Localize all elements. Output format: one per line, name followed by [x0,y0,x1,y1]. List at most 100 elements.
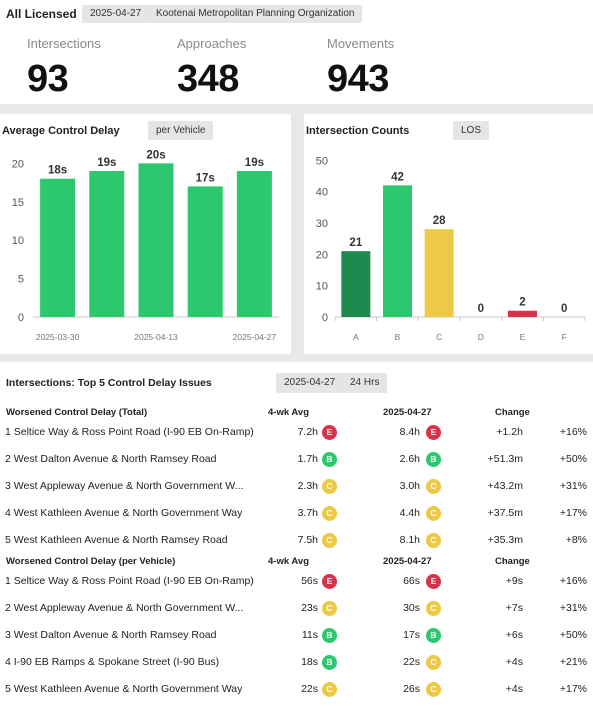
col-header-avg: 4-wk Avg [268,407,310,418]
los-badge: C [322,601,337,616]
date-chip[interactable]: 2025-04-27 [82,5,150,23]
four-week-avg-value: 56s [301,575,318,587]
los-chart-title: Intersection Counts [306,125,410,137]
change-value: +4s [505,656,523,668]
intersection-name: 3 West Appleway Avenue & North Governmen… [5,480,244,492]
x-tick-label: A [353,332,359,342]
issues-date-chip[interactable]: 2025-04-27 [276,373,344,393]
x-tick-label: E [520,332,526,342]
bar-E [508,310,537,317]
intersection-name: 4 I-90 EB Ramps & Spokane Street (I-90 B… [5,656,220,668]
four-week-avg-value: 7.2h [297,426,318,438]
summary-header: All Licensed 2025-04-27 Kootenai Metropo… [0,0,593,104]
current-value: 26s [403,683,420,695]
four-week-avg-value: 1.7h [297,453,318,465]
y-tick-label: 20 [316,249,328,261]
data-label: 21 [349,237,362,249]
change-percent: +50% [559,629,587,641]
four-week-avg-value: 7.5h [297,534,318,546]
bar-2025-04-06 [89,171,125,317]
delay-chart-panel: Average Control Delay per Vehicle 0 5 10 15… [0,114,291,354]
los-badge: C [426,479,441,494]
x-tick-label: C [436,332,442,342]
x-tick-label: F [562,332,567,342]
change-value: +6s [505,629,523,641]
issues-range-chip[interactable]: 24 Hrs [342,373,388,393]
los-toggle[interactable]: LOS [453,121,490,140]
los-badge: B [322,628,337,643]
los-badge: E [322,425,337,440]
table-row[interactable]: 5 West Kathleen Avenue & North Ramsey Ro… [0,527,593,554]
bar-2025-04-20 [187,186,223,317]
los-badge: B [426,452,441,467]
change-percent: +16% [559,426,587,438]
movements-count: 943 [327,58,389,100]
y-tick-label: 0 [18,312,24,324]
data-label: 19s [97,157,116,169]
data-label: 17s [196,172,215,184]
los-badge: C [426,533,441,548]
intersections-count: 93 [27,58,69,100]
change-percent: +21% [559,656,587,668]
current-value: 66s [403,575,420,587]
current-value: 4.4h [399,507,420,519]
change-value: +9s [505,575,523,587]
change-percent: +16% [559,575,587,587]
bar-A [341,251,371,317]
col-header-change: Change [495,407,530,418]
los-badge: E [426,574,441,589]
x-tick-label: D [478,332,484,342]
y-tick-label: 50 [316,155,328,167]
los-badge: B [426,628,441,643]
intersection-name: 5 West Kathleen Avenue & North Ramsey Ro… [5,534,228,546]
change-percent: +31% [559,602,587,614]
los-badge: C [322,682,337,697]
four-week-avg-value: 22s [301,683,318,695]
y-tick-label: 0 [322,312,328,324]
table-row[interactable]: 4 I-90 EB Ramps & Spokane Street (I-90 B… [0,649,593,676]
los-badge: C [426,682,441,697]
y-tick-label: 20 [12,158,24,170]
los-badge: B [322,655,337,670]
per-vehicle-toggle[interactable]: per Vehicle [148,121,214,140]
change-value: +1.2h [496,426,523,438]
table-row[interactable]: 1 Seltice Way & Ross Point Road (I-90 EB… [0,419,593,446]
delay-chart-title: Average Control Delay [2,125,120,137]
change-value: +4s [505,683,523,695]
table-row[interactable]: 5 West Kathleen Avenue & North Governmen… [0,676,593,703]
current-value: 8.1h [399,534,420,546]
scope-title: All Licensed [6,7,77,21]
table-row[interactable]: 3 West Dalton Avenue & North Ramsey Road… [0,622,593,649]
table-row[interactable]: 3 West Appleway Avenue & North Governmen… [0,473,593,500]
data-label: 0 [478,303,484,315]
intersection-name: 5 West Kathleen Avenue & North Governmen… [5,683,243,695]
organization-chip[interactable]: Kootenai Metropolitan Planning Organizat… [148,5,363,23]
data-label: 19s [245,157,264,169]
table-row[interactable]: 4 West Kathleen Avenue & North Governmen… [0,500,593,527]
section-heading: Worsened Control Delay (Total) [6,407,148,418]
col-header-date: 2025-04-27 [383,407,432,418]
data-label: 20s [146,149,165,161]
col-header-change: Change [495,556,530,567]
los-badge: C [322,533,337,548]
los-badge: E [322,574,337,589]
table-row[interactable]: 2 West Dalton Avenue & North Ramsey Road… [0,446,593,473]
data-label: 28 [433,215,446,227]
data-label: 18s [48,165,67,177]
current-value: 22s [403,656,420,668]
change-percent: +31% [559,480,587,492]
bar-B [383,185,412,317]
x-tick-label: 2025-04-13 [134,332,178,342]
four-week-avg-value: 2.3h [297,480,318,492]
data-label: 42 [391,171,404,183]
four-week-avg-value: 23s [301,602,318,614]
col-header-avg: 4-wk Avg [268,556,310,567]
section-heading: Worsened Control Delay (per Vehicle) [6,556,176,567]
table-row[interactable]: 2 West Appleway Avenue & North Governmen… [0,595,593,622]
los-badge: B [322,452,337,467]
data-label: 0 [561,303,567,315]
issues-title: Intersections: Top 5 Control Delay Issue… [6,377,212,389]
table-row[interactable]: 1 Seltice Way & Ross Point Road (I-90 EB… [0,568,593,595]
los-badge: C [426,506,441,521]
y-tick-label: 5 [18,274,24,286]
